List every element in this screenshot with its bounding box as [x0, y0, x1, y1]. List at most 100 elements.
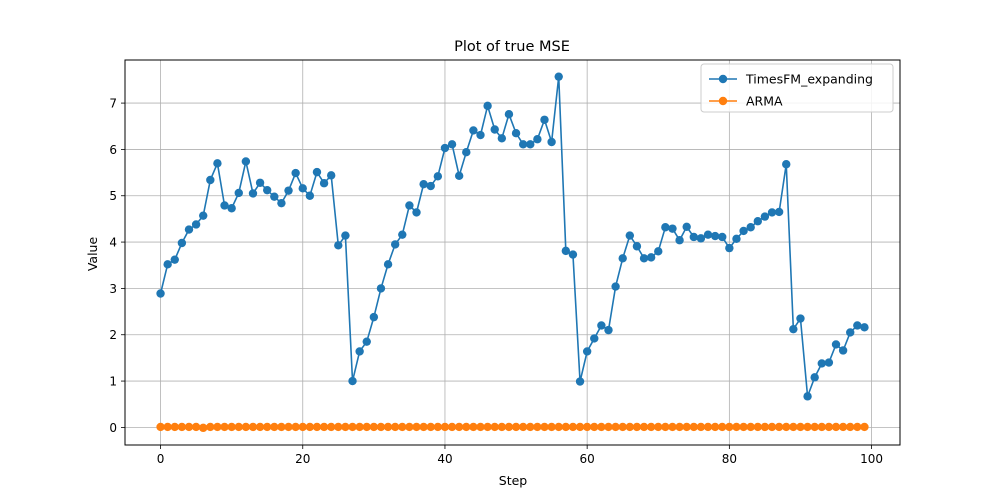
data-point — [298, 184, 307, 193]
data-point — [255, 422, 265, 432]
data-point — [177, 422, 187, 432]
y-axis: 0 1 2 3 4 5 6 7 — [109, 97, 125, 435]
data-point — [611, 282, 620, 291]
data-point — [725, 422, 734, 432]
data-point — [511, 129, 521, 138]
data-point — [440, 143, 450, 153]
data-point — [433, 422, 443, 432]
data-point — [341, 231, 350, 240]
data-point — [447, 140, 457, 149]
data-point — [710, 422, 720, 432]
data-point — [853, 422, 862, 432]
data-point — [326, 422, 336, 432]
data-point — [497, 422, 507, 432]
data-point — [518, 140, 528, 149]
x-tick-label: 0 — [157, 452, 165, 466]
data-point — [675, 422, 684, 432]
data-point — [831, 340, 841, 349]
data-point — [803, 422, 812, 432]
data-point — [291, 422, 300, 432]
data-point — [220, 201, 229, 210]
data-point — [398, 422, 407, 432]
data-point — [476, 130, 485, 140]
data-point — [469, 422, 478, 432]
data-point — [789, 324, 798, 334]
data-point — [369, 422, 379, 432]
data-point — [554, 72, 563, 81]
data-point — [547, 422, 556, 432]
legend-swatch-marker — [718, 74, 728, 84]
x-tick-label: 80 — [722, 452, 737, 466]
data-point — [355, 347, 364, 356]
data-point — [618, 422, 627, 432]
data-point — [312, 422, 322, 432]
data-point — [319, 422, 329, 432]
data-point — [639, 254, 649, 263]
y-tick-label: 0 — [109, 421, 117, 435]
x-axis: 0 20 40 60 80 100 — [157, 445, 883, 466]
data-point — [234, 422, 243, 432]
data-point — [348, 376, 357, 386]
data-point — [732, 422, 741, 432]
x-tick-label: 60 — [580, 452, 595, 466]
data-point — [718, 232, 727, 242]
data-point — [426, 422, 435, 432]
data-point — [817, 422, 826, 432]
data-point — [568, 250, 578, 259]
x-tick-label: 40 — [437, 452, 452, 466]
data-point — [383, 422, 393, 432]
data-point — [767, 422, 777, 432]
data-point — [334, 241, 343, 250]
data-point — [760, 212, 770, 221]
data-point — [490, 125, 499, 134]
data-point — [390, 240, 400, 249]
data-point — [718, 422, 727, 432]
data-point — [412, 208, 421, 217]
y-tick-label: 5 — [109, 189, 117, 203]
data-point — [405, 422, 414, 432]
data-point — [625, 422, 635, 432]
data-point — [298, 422, 307, 432]
data-point — [654, 422, 663, 432]
data-point — [284, 186, 293, 195]
data-point — [590, 334, 599, 343]
data-point — [575, 377, 585, 386]
data-point — [191, 220, 201, 229]
data-point — [241, 422, 251, 432]
data-point — [312, 167, 322, 177]
data-point — [184, 225, 194, 234]
legend-item: ARMA — [709, 94, 783, 109]
data-point — [255, 178, 265, 187]
data-point — [661, 223, 670, 232]
data-point — [803, 392, 812, 401]
data-point — [206, 422, 215, 432]
data-point — [760, 422, 770, 432]
data-point — [810, 422, 819, 432]
data-point — [270, 422, 279, 432]
data-point — [774, 422, 784, 432]
data-point — [675, 236, 684, 245]
x-tick-label: 100 — [860, 452, 883, 466]
data-point — [774, 207, 784, 217]
data-point — [604, 422, 613, 432]
data-point — [846, 422, 855, 432]
data-point — [604, 325, 613, 335]
data-point — [284, 422, 293, 432]
series-layer — [156, 72, 869, 433]
data-point — [568, 422, 578, 432]
data-point — [227, 204, 236, 213]
data-point — [860, 323, 869, 332]
data-point — [462, 147, 471, 157]
data-point — [796, 314, 805, 323]
data-point — [511, 422, 521, 432]
data-point — [305, 191, 315, 200]
data-point — [319, 179, 329, 188]
data-point — [703, 230, 713, 239]
data-point — [369, 312, 379, 322]
data-point — [376, 422, 386, 432]
data-point — [426, 181, 435, 191]
data-point — [739, 226, 748, 236]
data-point — [561, 422, 571, 432]
legend-label: TimesFM_expanding — [745, 72, 873, 87]
